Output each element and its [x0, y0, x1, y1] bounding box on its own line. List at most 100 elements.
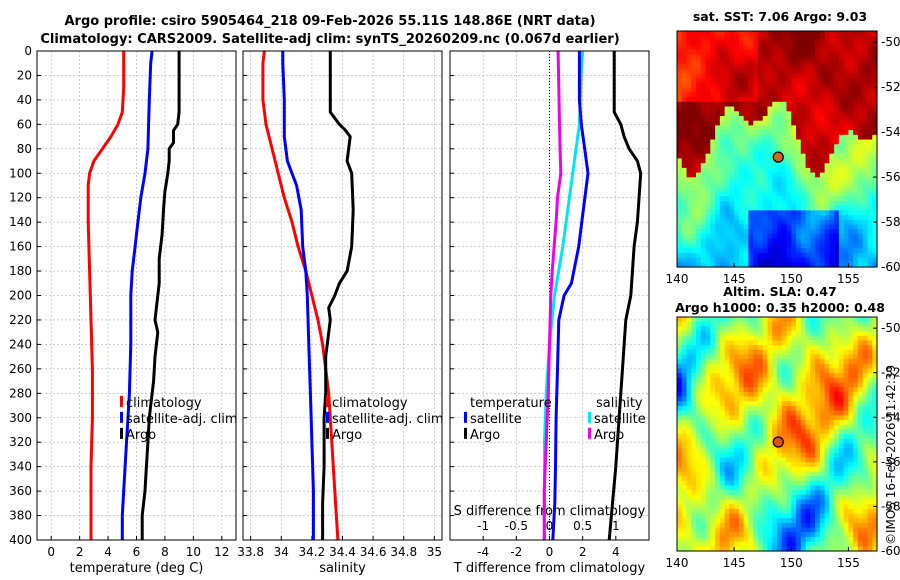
y-tick-label: 340	[9, 460, 32, 474]
legend-label: climatology	[126, 396, 202, 411]
series-line-satellite-adj-clim	[281, 51, 315, 540]
x-tick-label: 34	[274, 545, 289, 559]
x-tick-label: -2	[510, 545, 522, 559]
x-tick-label: 33.8	[237, 545, 264, 559]
y-tick-label: 40	[17, 93, 32, 107]
x-axis-label: temperature (deg C)	[70, 561, 204, 576]
map-x-tick-label: 150	[780, 556, 803, 570]
map-y-tick-label: -58	[881, 215, 900, 229]
figure-title-line2: Climatology: CARS2009. Satellite-adj cli…	[40, 32, 620, 47]
map-y-tick-label: -56	[881, 455, 900, 469]
map-y-tick-label: -50	[881, 321, 900, 335]
map-y-tick-label: -50	[881, 35, 900, 49]
map-x-tick-label: 145	[723, 272, 746, 286]
legend-label: Argo	[332, 428, 362, 443]
map-x-tick-label: 155	[837, 272, 860, 286]
s-tick-label: 0.5	[573, 519, 592, 533]
legend-swatch	[464, 427, 467, 439]
legend-title-salinity: salinity	[596, 396, 643, 411]
x-tick-label: 8	[161, 545, 169, 559]
argo-position-marker	[772, 436, 784, 448]
plot-frame	[36, 50, 237, 541]
legend-label: satellite	[470, 412, 522, 427]
map-x-tick-label: 150	[780, 272, 803, 286]
x-tick-label: -4	[477, 545, 489, 559]
legend-label: satellite-adj. clim	[332, 412, 444, 427]
x-axis-label: salinity	[319, 561, 366, 576]
y-tick-label: 260	[9, 362, 32, 376]
x-tick-label: 34.6	[360, 545, 387, 559]
legend-swatch	[120, 427, 123, 439]
map-y-tick-label: -54	[881, 125, 900, 139]
legend-swatch	[326, 395, 329, 407]
series-line-s-satellite	[542, 50, 563, 540]
y-tick-label: 60	[17, 117, 32, 131]
legend-label: Argo	[470, 428, 500, 443]
map-y-tick-label: -60	[881, 544, 900, 558]
legend-swatch	[326, 411, 329, 423]
legend-swatch	[464, 411, 467, 423]
sst-map-title: sat. SST: 7.06 Argo: 9.03	[692, 9, 868, 24]
map-y-tick-label: -56	[881, 170, 900, 184]
plot-frame	[449, 50, 650, 541]
y-tick-label: 280	[9, 386, 32, 400]
y-tick-label: 180	[9, 264, 32, 278]
series-line-argo	[140, 51, 181, 540]
legend-label: Argo	[594, 428, 624, 443]
y-tick-label: 120	[9, 191, 32, 205]
map-x-tick-label: 140	[666, 556, 689, 570]
legend-swatch	[120, 395, 123, 407]
y-tick-label: 320	[9, 435, 32, 449]
map-x-tick-label: 145	[723, 556, 746, 570]
series-line-satellite-adj-clim	[120, 50, 154, 540]
x-tick-label: 34.8	[390, 545, 417, 559]
x-tick-label: 4	[104, 545, 112, 559]
y-tick-label: 300	[9, 411, 32, 425]
map-y-tick-label: -54	[881, 410, 900, 424]
x-tick-label: 4	[612, 545, 620, 559]
x-tick-label: 34.4	[329, 545, 356, 559]
map-frame	[676, 30, 878, 268]
plot-frame	[242, 50, 443, 541]
y-tick-label: 160	[9, 240, 32, 254]
x-tick-label: 2	[579, 545, 587, 559]
legend-label: satellite	[594, 412, 646, 427]
s-tick-label: -1	[477, 519, 489, 533]
x-tick-label: 34.2	[299, 545, 326, 559]
y-tick-label: 360	[9, 484, 32, 498]
series-line-s-argo	[551, 51, 590, 541]
y-tick-label: 200	[9, 289, 32, 303]
y-tick-label: 20	[17, 68, 32, 82]
x-tick-label: 6	[133, 545, 141, 559]
x-tick-label: 2	[76, 545, 84, 559]
y-tick-label: 80	[17, 142, 32, 156]
x-tick-label: 0	[47, 545, 55, 559]
legend-label: satellite-adj. clim	[126, 412, 238, 427]
legend-swatch	[588, 427, 591, 439]
s-tick-label: 1	[612, 519, 620, 533]
map-y-tick-label: -58	[881, 499, 900, 513]
series-line-argo	[321, 51, 355, 540]
y-tick-label: 0	[24, 44, 32, 58]
map-y-tick-label: -52	[881, 80, 900, 94]
s-tick-label: -0.5	[505, 519, 528, 533]
legend-label: Argo	[126, 428, 156, 443]
x-tick-label: 0	[546, 545, 554, 559]
map-y-tick-label: -52	[881, 366, 900, 380]
y-tick-label: 100	[9, 166, 32, 180]
legend-swatch	[326, 427, 329, 439]
x-tick-label: 10	[186, 545, 201, 559]
sla-map-title-line2: Argo h1000: 0.35 h2000: 0.48	[675, 300, 885, 315]
x-tick-label: 35	[427, 545, 442, 559]
s-axis-label: S difference from climatology	[454, 504, 646, 519]
legend-title-temperature: temperature	[470, 396, 552, 411]
legend-swatch	[588, 411, 591, 423]
figure-title-line1: Argo profile: csiro 5905464_218 09-Feb-2…	[64, 14, 596, 29]
series-line-climatology	[261, 50, 340, 541]
map-field	[677, 317, 878, 552]
x-axis-label: T difference from climatology	[453, 561, 646, 576]
legend-label: climatology	[332, 396, 408, 411]
series-line-climatology	[86, 51, 126, 540]
sla-map-title-line1: Altim. SLA: 0.47	[723, 284, 837, 299]
